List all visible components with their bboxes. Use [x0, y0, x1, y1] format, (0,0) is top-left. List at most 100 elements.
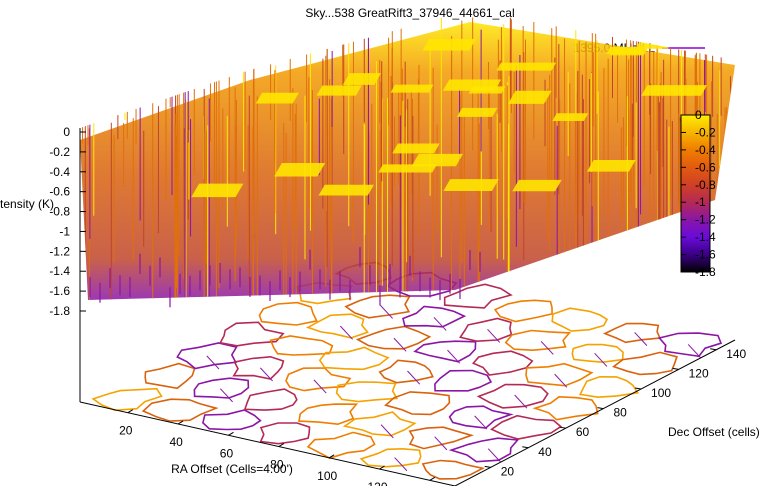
y-tick-label: 80	[613, 406, 627, 420]
contour-loop	[657, 332, 723, 358]
contour-loop	[219, 321, 285, 347]
surface-plateau	[378, 164, 437, 173]
colorbar-tick-label: -1.4	[695, 230, 716, 244]
y-tick-label: 60	[576, 425, 590, 439]
colorbar-tick-label: -0.8	[695, 178, 716, 192]
y-tick	[597, 407, 604, 410]
contour-loop	[504, 329, 572, 352]
x-tick	[228, 431, 234, 436]
contour-loop	[232, 355, 285, 380]
contour-link	[380, 424, 394, 439]
x-tick-label: 120	[367, 480, 387, 486]
contour-link	[687, 344, 701, 358]
z-tick-label: -0.2	[49, 145, 70, 159]
contour-loop	[448, 405, 514, 429]
colorbar-tick-label: -1	[695, 195, 706, 209]
surface-plateau	[255, 92, 299, 104]
surface-plateau	[552, 113, 589, 121]
colorbar-tick-label: 0	[695, 108, 702, 122]
contour-loop	[525, 362, 594, 387]
z-tick-label: -1.4	[49, 264, 70, 278]
contour-loop	[359, 447, 422, 468]
y-axis-line	[454, 339, 736, 487]
contour-loop	[202, 409, 262, 431]
contour-loop	[602, 322, 662, 344]
y-tick	[522, 446, 529, 449]
contour-loop	[476, 383, 549, 409]
contour-link	[394, 457, 408, 472]
contour-link	[514, 394, 528, 409]
surface-plateau	[422, 38, 477, 51]
surface-spikes	[82, 10, 731, 300]
x-tick-label: 80	[270, 458, 284, 472]
contour-loop	[579, 375, 640, 399]
contour-loop	[378, 359, 434, 384]
contour-loop	[259, 422, 311, 445]
y-axis-label: Dec Offset (cells)	[668, 425, 760, 439]
contour-loop	[551, 307, 609, 332]
chart-title: Sky...538 GreatRift3_37946_44661_cal	[305, 6, 514, 20]
y-tick	[672, 367, 679, 370]
contour-link	[313, 379, 327, 394]
contour-loop	[318, 346, 390, 371]
x-tick	[278, 443, 285, 447]
contour-link	[259, 367, 273, 382]
surface-plateau	[191, 183, 244, 198]
colorbar-tick-label: -0.2	[695, 125, 716, 139]
surface-plateau	[507, 90, 552, 104]
z-tick-label: -1.6	[49, 284, 70, 298]
x-tick	[177, 420, 184, 425]
y-tick	[710, 348, 717, 351]
contour-loop	[285, 367, 352, 392]
contour-link	[474, 415, 488, 430]
contour-loop	[384, 391, 451, 416]
contour-loop	[471, 350, 534, 376]
y-tick-label: 40	[538, 445, 552, 459]
y-axis: 20 40 60 80 100 120 140	[454, 339, 747, 487]
contour-loop	[141, 398, 219, 422]
surface-plateau	[641, 85, 708, 96]
x-tick-label: 40	[169, 435, 183, 449]
x-tick-label: 20	[119, 424, 133, 438]
z-tick-label: -0.6	[49, 185, 70, 199]
contour-loop	[258, 301, 318, 326]
contour-link	[447, 349, 461, 364]
contour-loop	[344, 294, 411, 319]
contour-link	[206, 355, 220, 370]
intensity-surface	[80, 10, 735, 308]
contour-link	[487, 328, 501, 343]
contour-loop	[448, 437, 520, 463]
surface-plateau	[411, 153, 464, 167]
surface-plateau	[443, 179, 499, 192]
colorbar-tick-label: -1.2	[695, 213, 716, 227]
contour-link	[540, 340, 554, 355]
surface-low-band	[89, 247, 481, 308]
contour-loop	[144, 362, 196, 390]
x-axis-line	[79, 401, 456, 487]
surface-plateau	[318, 184, 375, 196]
contour-loop	[335, 381, 399, 403]
contour-link	[433, 316, 447, 331]
z-tick-label: -1.2	[49, 244, 70, 258]
z-axis: 0 -0.2 -0.4 -0.6 -0.8 -1 -1.2 -1.4 -1.6 -1.8	[49, 125, 86, 402]
colorbar-tick-label: -1.6	[695, 248, 716, 262]
x-axis-label: RA Offset (Cells=4.00')	[171, 462, 293, 476]
x-tick-label: 100	[317, 469, 337, 483]
surface-plateau	[187, 39, 230, 51]
surface-plateau	[609, 48, 648, 56]
colorbar-tick-label: -0.6	[695, 160, 716, 174]
surface-plateau	[276, 33, 313, 42]
z-tick-label: -0.8	[49, 205, 70, 219]
contour-loop	[402, 305, 467, 328]
contour-loop	[421, 459, 486, 480]
colorbar-tick-label: -1.8	[695, 265, 716, 279]
y-tick	[559, 426, 566, 429]
contour-link	[554, 373, 568, 388]
surface-plateau	[274, 163, 326, 177]
contour-link	[594, 352, 608, 367]
y-tick-label: 20	[501, 464, 515, 478]
surface-plateau	[442, 79, 502, 91]
contour-link	[407, 370, 421, 385]
contour-link	[393, 337, 407, 352]
